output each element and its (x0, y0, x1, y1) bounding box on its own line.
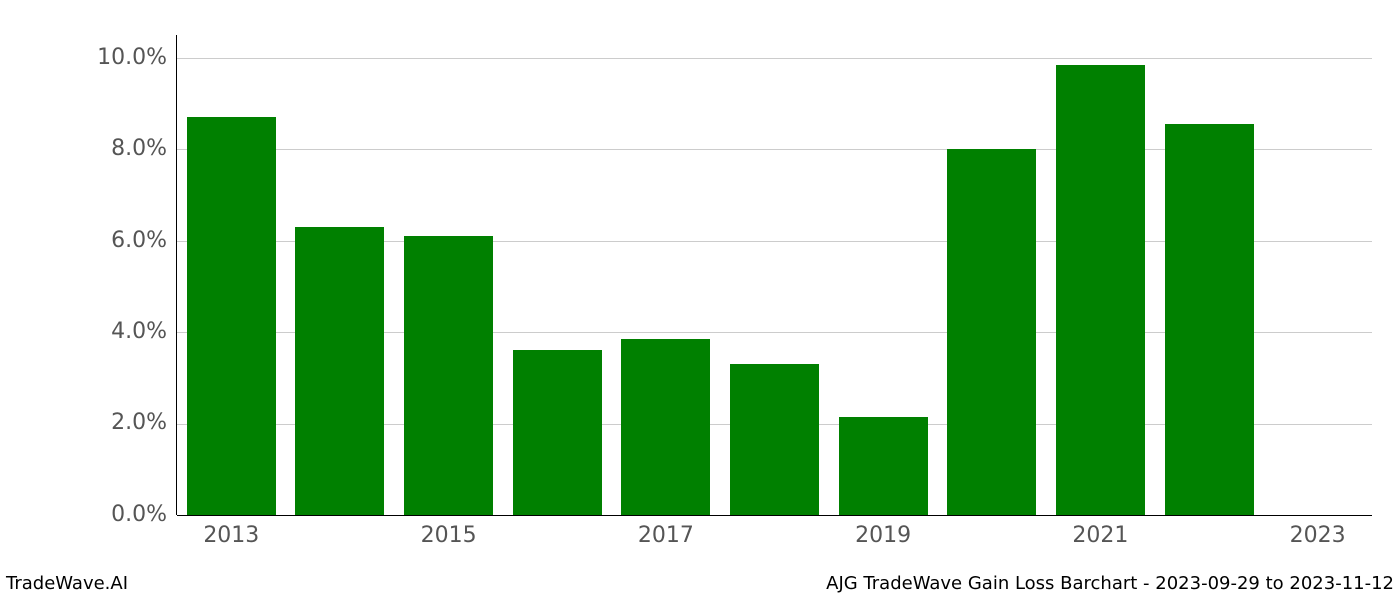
y-tick-label: 6.0% (47, 228, 167, 253)
x-tick-label: 2015 (389, 523, 509, 548)
bar (947, 149, 1036, 515)
x-tick-label: 2021 (1040, 523, 1160, 548)
x-tick-label: 2017 (606, 523, 726, 548)
chart-figure: TradeWave.AI AJG TradeWave Gain Loss Bar… (0, 0, 1400, 600)
bar (1165, 124, 1254, 515)
bar (839, 417, 928, 515)
x-tick-label: 2023 (1258, 523, 1378, 548)
x-tick-label: 2019 (823, 523, 943, 548)
y-axis-spine (176, 35, 177, 515)
bar (1056, 65, 1145, 515)
x-tick-label: 2013 (171, 523, 291, 548)
y-tick-label: 8.0% (47, 136, 167, 161)
y-tick-label: 4.0% (47, 319, 167, 344)
footer-left-text: TradeWave.AI (6, 573, 128, 594)
bar (295, 227, 384, 515)
bar (513, 350, 602, 515)
y-tick-label: 2.0% (47, 410, 167, 435)
footer-right-text: AJG TradeWave Gain Loss Barchart - 2023-… (826, 573, 1394, 594)
bar (404, 236, 493, 515)
y-tick-label: 0.0% (47, 502, 167, 527)
bar (187, 117, 276, 515)
bar (621, 339, 710, 515)
y-tick-label: 10.0% (47, 45, 167, 70)
x-axis-spine (177, 515, 1372, 516)
bar (730, 364, 819, 515)
gridline (177, 58, 1372, 59)
